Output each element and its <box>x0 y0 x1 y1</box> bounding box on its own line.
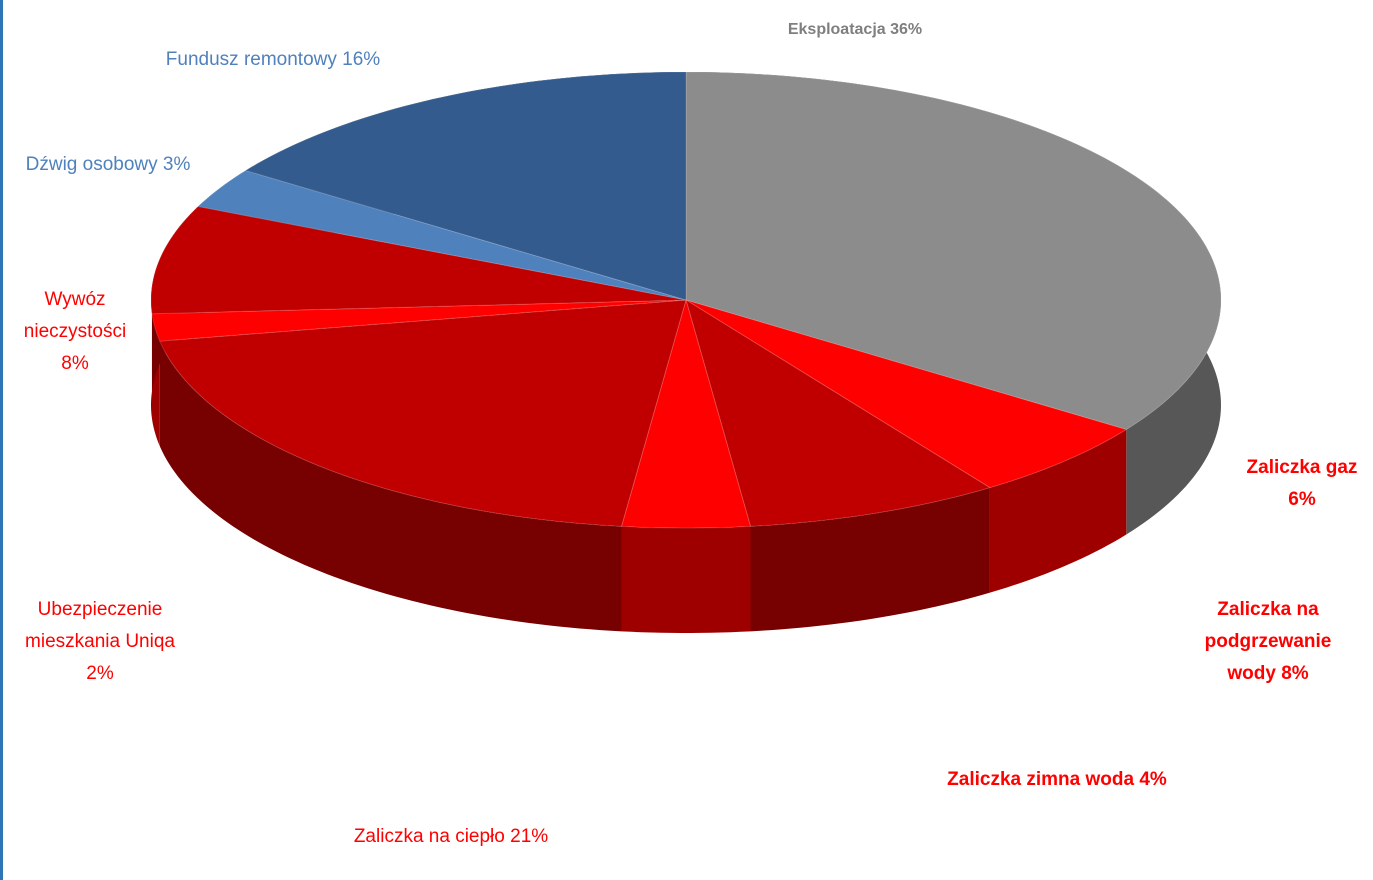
value-label: 36% <box>890 21 923 38</box>
category-label: Zaliczka na ciepło <box>353 826 505 847</box>
category-label: Zaliczka na podgrzewanie wody <box>1204 599 1332 684</box>
category-label: Eksploatacja <box>787 21 886 38</box>
data-label: Zaliczka na ciepło 21% <box>346 821 556 853</box>
value-label: 6% <box>1288 489 1316 510</box>
data-label: Fundusz remontowy 16% <box>157 44 389 76</box>
slice <box>151 299 687 342</box>
value-label: 2% <box>86 663 114 684</box>
value-label: 8% <box>1281 663 1309 684</box>
data-label: Zaliczka na podgrzewanie wody 8% <box>1186 594 1351 690</box>
slice <box>685 71 1222 431</box>
slice <box>244 71 687 301</box>
category-label: Ubezpieczenie mieszkania Uniqa <box>25 599 175 652</box>
slice-side <box>750 487 990 632</box>
category-label: Zaliczka gaz <box>1246 457 1358 478</box>
value-label: 4% <box>1139 769 1167 790</box>
slice-side <box>159 341 622 632</box>
value-label: 21% <box>510 826 549 847</box>
category-label: Zaliczka zimna woda <box>947 769 1135 790</box>
slice <box>197 169 687 301</box>
slice <box>150 205 687 315</box>
slice <box>159 299 687 527</box>
data-label: Zaliczka gaz 6% <box>1232 452 1372 516</box>
slice-side <box>989 429 1127 593</box>
category-label: Fundusz remontowy <box>165 49 337 70</box>
frame-edge <box>0 0 3 880</box>
category-label: Wywóz nieczystości <box>23 289 127 342</box>
slice <box>685 299 1128 489</box>
data-label: Dźwig osobowy 3% <box>8 149 208 181</box>
slice <box>685 298 992 527</box>
value-label: 8% <box>61 353 89 374</box>
data-label: Eksploatacja 36% <box>695 14 1015 46</box>
value-label: 16% <box>342 49 381 70</box>
data-label: Zaliczka zimna woda 4% <box>940 764 1175 796</box>
data-label: Wywóz nieczystości 8% <box>13 284 138 380</box>
slice <box>620 298 752 529</box>
value-label: 3% <box>162 154 191 175</box>
slice-side <box>621 526 751 633</box>
data-label: Ubezpieczenie mieszkania Uniqa 2% <box>25 594 175 690</box>
category-label: Dźwig osobowy <box>25 154 158 175</box>
